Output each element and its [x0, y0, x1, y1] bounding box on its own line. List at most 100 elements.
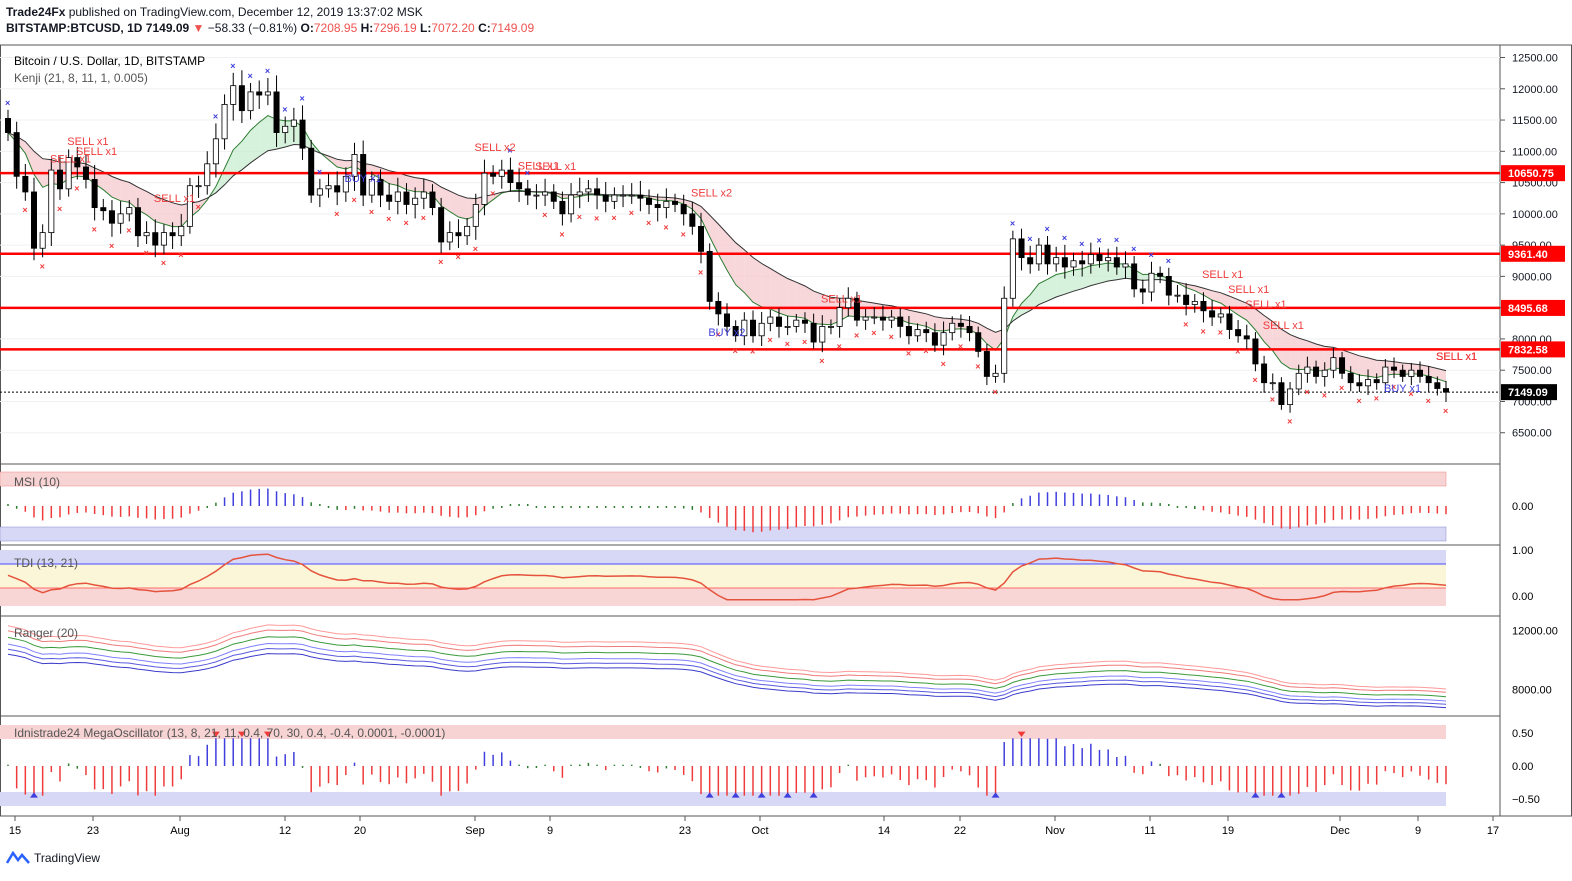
sell-marker: ×: [681, 230, 686, 240]
cloud-segment: [761, 263, 771, 310]
candle: [403, 191, 410, 205]
cloud-segment: [1021, 294, 1031, 316]
last-price: 7149.09: [145, 21, 190, 35]
candle: [1053, 257, 1060, 265]
cloud-segment: [822, 294, 831, 325]
sell-signal-label: SELL x2: [474, 142, 515, 154]
candle: [74, 157, 81, 168]
low-label: L:: [420, 21, 432, 35]
candle: [741, 319, 748, 337]
candle: [238, 85, 245, 112]
price-axis[interactable]: 12500.0012000.0011500.0011000.0010500.00…: [1500, 53, 1565, 806]
author: Trade24Fx: [6, 5, 66, 19]
buy-signal-label: BUY x2: [708, 327, 745, 339]
cloud-segment: [770, 268, 779, 313]
candle: [550, 191, 557, 202]
ranger-band: [7, 653, 1447, 709]
price-tick-label: 11500.00: [1512, 115, 1557, 127]
pane-titles: Bitcoin / U.S. Dollar, 1D, BITSTAMP Kenj…: [14, 54, 445, 740]
candle: [1408, 369, 1415, 377]
time-tick-label: 12: [279, 825, 291, 837]
buy-marker: ×: [1062, 233, 1067, 243]
mega-upper-band: [0, 725, 1446, 739]
cloud-segment: [172, 202, 182, 227]
cloud-segment: [423, 178, 433, 196]
sell-marker: ×: [1270, 394, 1275, 404]
candle: [983, 351, 990, 377]
sell-marker: ×: [1408, 389, 1413, 399]
sell-marker: ×: [663, 222, 668, 232]
cloud-segment: [874, 303, 883, 318]
candle: [637, 194, 644, 199]
cloud-segment: [120, 179, 130, 203]
sell-marker: ×: [1218, 327, 1223, 337]
sell-marker: ×: [334, 209, 339, 219]
cloud-segment: [804, 285, 814, 324]
candle: [56, 169, 63, 190]
candle: [39, 232, 46, 249]
indicators: [0, 471, 1447, 806]
cloud-segment: [882, 304, 892, 318]
candle: [13, 132, 20, 177]
mega-tick-label: 0.50: [1512, 728, 1533, 740]
candle: [1096, 254, 1103, 262]
candle: [1105, 257, 1112, 262]
cloud-segment: [259, 115, 268, 157]
cloud-segment: [735, 242, 745, 293]
candle: [420, 191, 427, 199]
candle: [914, 329, 921, 337]
sell-marker: ×: [196, 202, 201, 212]
candle: [264, 91, 271, 96]
candle: [498, 169, 505, 177]
candle: [325, 185, 332, 190]
candle: [1347, 372, 1354, 384]
cloud-segment: [1238, 299, 1247, 321]
sell-marker: ×: [92, 224, 97, 234]
candle: [767, 316, 774, 324]
candle: [897, 316, 904, 327]
kenji-fast-line: [7, 115, 1447, 383]
tdi-upper-zone: [0, 550, 1446, 564]
candle: [117, 213, 124, 224]
msi-upper-band: [0, 471, 1447, 487]
candle: [48, 169, 55, 234]
cloud-segment: [701, 206, 710, 237]
tdi-title: TDI (13, 21): [14, 556, 78, 570]
sell-marker: ×: [178, 250, 183, 260]
sell-marker: ×: [1339, 383, 1344, 393]
sell-marker: ×: [802, 337, 807, 347]
candle: [1356, 382, 1363, 387]
price-tick-label: 10000.00: [1512, 209, 1558, 221]
candle: [481, 172, 488, 205]
cloud-segment: [1350, 352, 1360, 376]
candle: [698, 225, 705, 252]
mega-buy-triangle: [809, 792, 818, 798]
candle: [1183, 294, 1190, 305]
candle: [186, 185, 193, 227]
sell-marker: ×: [161, 258, 166, 268]
cloud-segment: [709, 215, 719, 255]
candle: [394, 191, 401, 202]
sell-signal-label: SELL x1: [1202, 269, 1243, 281]
candle: [715, 301, 722, 315]
mega-sell-triangle: [263, 731, 272, 737]
msi-title: MSI (10): [14, 475, 60, 489]
cloud-segment: [33, 151, 43, 188]
cloud-segment: [1246, 303, 1256, 330]
kenji-slow-line: [7, 132, 1447, 372]
candle: [1373, 379, 1380, 384]
candle: [290, 119, 297, 127]
tdi-mid-zone: [0, 564, 1446, 588]
time-tick-label: 11: [1144, 825, 1155, 837]
cloud-segment: [1082, 265, 1091, 289]
chart-area[interactable]: × × × × × × × × × × × × × × × × × × × × × × × × × × × × × × × × × × × × × × × ×…: [0, 40, 1572, 840]
sell-marker: ×: [1252, 375, 1257, 385]
sell-marker: ×: [559, 230, 564, 240]
sell-signal-label: SELL x1: [518, 160, 559, 172]
candle: [1131, 263, 1138, 290]
price-tick-label: 9000.00: [1512, 271, 1552, 283]
cloud-segment: [718, 224, 727, 271]
cloud-segment: [1116, 263, 1126, 280]
time-axis[interactable]: 15 23 Aug 12 20 Sep 9 23 Oct 14 22 Nov 11 19 Dec 9 17: [9, 816, 1499, 837]
candle: [533, 194, 540, 197]
